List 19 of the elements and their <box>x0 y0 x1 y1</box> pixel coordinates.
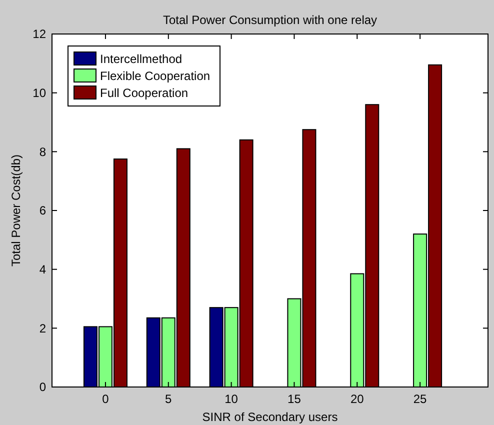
x-tick-label: 25 <box>413 392 428 406</box>
y-tick-label: 12 <box>32 27 46 42</box>
x-axis-title: SINR of Secondary users <box>202 410 338 424</box>
x-tick-label: 20 <box>350 392 364 406</box>
legend-label: Full Cooperation <box>100 86 188 100</box>
y-tick-label: 8 <box>39 144 46 159</box>
y-tick-label: 0 <box>39 380 46 394</box>
legend-label: Intercellmethod <box>100 52 182 66</box>
y-tick-label: 10 <box>32 86 46 100</box>
x-tick-label: 0 <box>102 392 110 406</box>
y-tick-label: 2 <box>39 321 46 336</box>
x-tick-label: 15 <box>288 392 302 406</box>
y-tick-label: 6 <box>39 204 46 218</box>
y-tick-label: 4 <box>39 262 46 277</box>
y-axis-title: Total Power Cost(db) <box>9 154 23 267</box>
x-tick-label: 10 <box>224 392 238 406</box>
legend-label: Flexible Cooperation <box>100 69 210 84</box>
x-tick-label: 5 <box>165 392 172 406</box>
chart-title: Total Power Consumption with one relay <box>162 13 378 27</box>
